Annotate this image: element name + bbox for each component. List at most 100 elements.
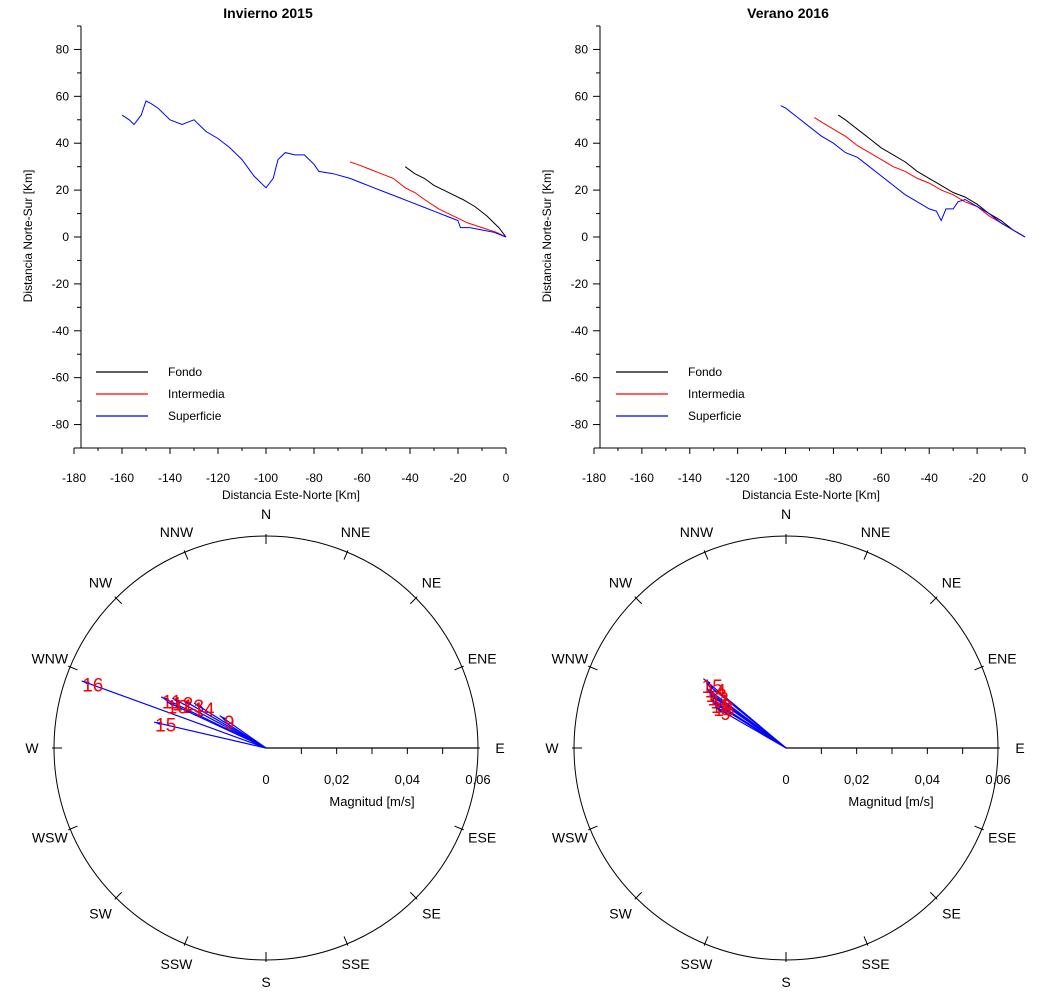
direction-tick — [863, 550, 869, 560]
direction-tick — [974, 665, 984, 671]
x-tick-label: -140 — [678, 471, 702, 485]
x-tick-label: -180 — [62, 471, 86, 485]
direction-label: ENE — [468, 650, 497, 666]
chart-invierno-pvd: Invierno 2015 Distancia Este-Norte [Km] … — [21, 5, 510, 502]
series-line-fondo — [837, 114, 1026, 238]
direction-label: SE — [942, 905, 961, 921]
direction-tick — [114, 891, 123, 900]
y-tick-label: 0 — [62, 230, 69, 244]
direction-label: ESE — [988, 830, 1016, 846]
direction-label: SW — [89, 905, 112, 921]
direction-tick — [634, 596, 643, 605]
radial-tick-label: 0,04 — [395, 772, 420, 787]
vector-head — [710, 695, 719, 702]
direction-label: S — [781, 974, 790, 990]
direction-label: S — [261, 974, 270, 990]
direction-tick — [703, 550, 709, 560]
vector-head — [183, 700, 192, 706]
direction-label: SSW — [161, 956, 194, 972]
x-axis-label: Distancia Este-Norte [Km] — [222, 488, 360, 502]
radial-axis-label: Magnitud [m/s] — [848, 794, 933, 809]
radial-tick-label: 0,04 — [915, 772, 940, 787]
direction-tick — [974, 825, 984, 831]
x-tick-label: -160 — [630, 471, 654, 485]
vector-head — [703, 678, 711, 686]
direction-tick — [588, 825, 598, 831]
x-tick-label: -160 — [110, 471, 134, 485]
direction-label: WNW — [32, 650, 69, 666]
vector-line — [166, 701, 267, 749]
x-tick-label: -80 — [305, 471, 323, 485]
direction-label: NNE — [341, 524, 371, 540]
vector-label: 14 — [193, 700, 215, 721]
y-tick-label: -60 — [571, 371, 589, 385]
radial-tick-label: 0,02 — [844, 772, 869, 787]
x-tick-label: -40 — [921, 471, 939, 485]
direction-label: W — [545, 740, 559, 756]
direction-label: NNW — [680, 524, 714, 540]
direction-label: NE — [422, 575, 441, 591]
vector-head — [706, 683, 714, 690]
vector-head — [219, 715, 228, 722]
direction-label: N — [261, 506, 271, 522]
x-tick-label: -20 — [968, 471, 986, 485]
direction-label: NW — [89, 575, 113, 591]
chart-title: Invierno 2015 — [223, 5, 313, 21]
series-line-superficie — [121, 100, 507, 238]
y-tick-label: 80 — [575, 42, 589, 56]
direction-label: W — [25, 740, 39, 756]
x-tick-label: -120 — [206, 471, 230, 485]
direction-label: E — [1015, 740, 1024, 756]
x-tick-label: -100 — [774, 471, 798, 485]
series-line-fondo — [404, 166, 507, 238]
chart-title: Verano 2016 — [747, 5, 829, 21]
y-tick-label: 80 — [56, 42, 70, 56]
x-axis-label: Distancia Este-Norte [Km] — [742, 488, 880, 502]
direction-label: NE — [942, 575, 961, 591]
vector-line — [706, 683, 787, 749]
vector-label: 12 — [172, 694, 193, 715]
direction-tick — [863, 936, 869, 946]
x-tick-label: -60 — [353, 471, 371, 485]
vector-line — [219, 715, 267, 749]
direction-label: NNE — [861, 524, 891, 540]
direction-tick — [703, 936, 709, 946]
y-tick-label: 20 — [575, 183, 589, 197]
direction-tick — [68, 665, 78, 671]
vector-label: 9 — [720, 704, 731, 725]
direction-label: WSW — [552, 830, 589, 846]
y-tick-label: -40 — [52, 324, 70, 338]
direction-label: NNW — [160, 524, 194, 540]
vector-label: 14 — [705, 682, 727, 703]
x-tick-label: -100 — [254, 471, 278, 485]
chart-verano-rose: Magnitud [m/s] N NNE NE ENE E ESE SE SSE S SSW SW W… — [545, 506, 1024, 990]
direction-tick — [454, 825, 464, 831]
y-tick-label: -60 — [52, 371, 70, 385]
y-axis-label: Distancia Norte-Sur [Km] — [21, 170, 35, 303]
y-tick-label: -40 — [571, 324, 589, 338]
radial-tick-label: 0 — [782, 772, 789, 787]
vector-line — [715, 706, 787, 749]
vector-label: 13 — [183, 697, 204, 718]
direction-label: N — [781, 506, 791, 522]
y-tick-label: -80 — [52, 418, 70, 432]
radial-tick-label: 0,02 — [324, 772, 349, 787]
vector-line — [153, 721, 267, 749]
vector-line — [193, 702, 267, 749]
direction-tick — [409, 891, 418, 900]
y-tick-label: 40 — [56, 136, 70, 150]
direction-label: WNW — [552, 650, 589, 666]
direction-tick — [343, 550, 349, 560]
direction-label: NW — [609, 575, 633, 591]
y-tick-label: 40 — [575, 136, 589, 150]
y-tick-label: 20 — [56, 183, 70, 197]
direction-tick — [183, 550, 189, 560]
direction-tick — [634, 891, 643, 900]
vector-head — [154, 722, 163, 726]
direction-tick — [929, 596, 938, 605]
direction-label: ESE — [468, 830, 496, 846]
x-tick-label: -180 — [582, 471, 606, 485]
series-line-intermedia — [349, 161, 507, 238]
chart-verano-pvd: Verano 2016 Distancia Este-Norte [Km] Di… — [540, 5, 1029, 502]
